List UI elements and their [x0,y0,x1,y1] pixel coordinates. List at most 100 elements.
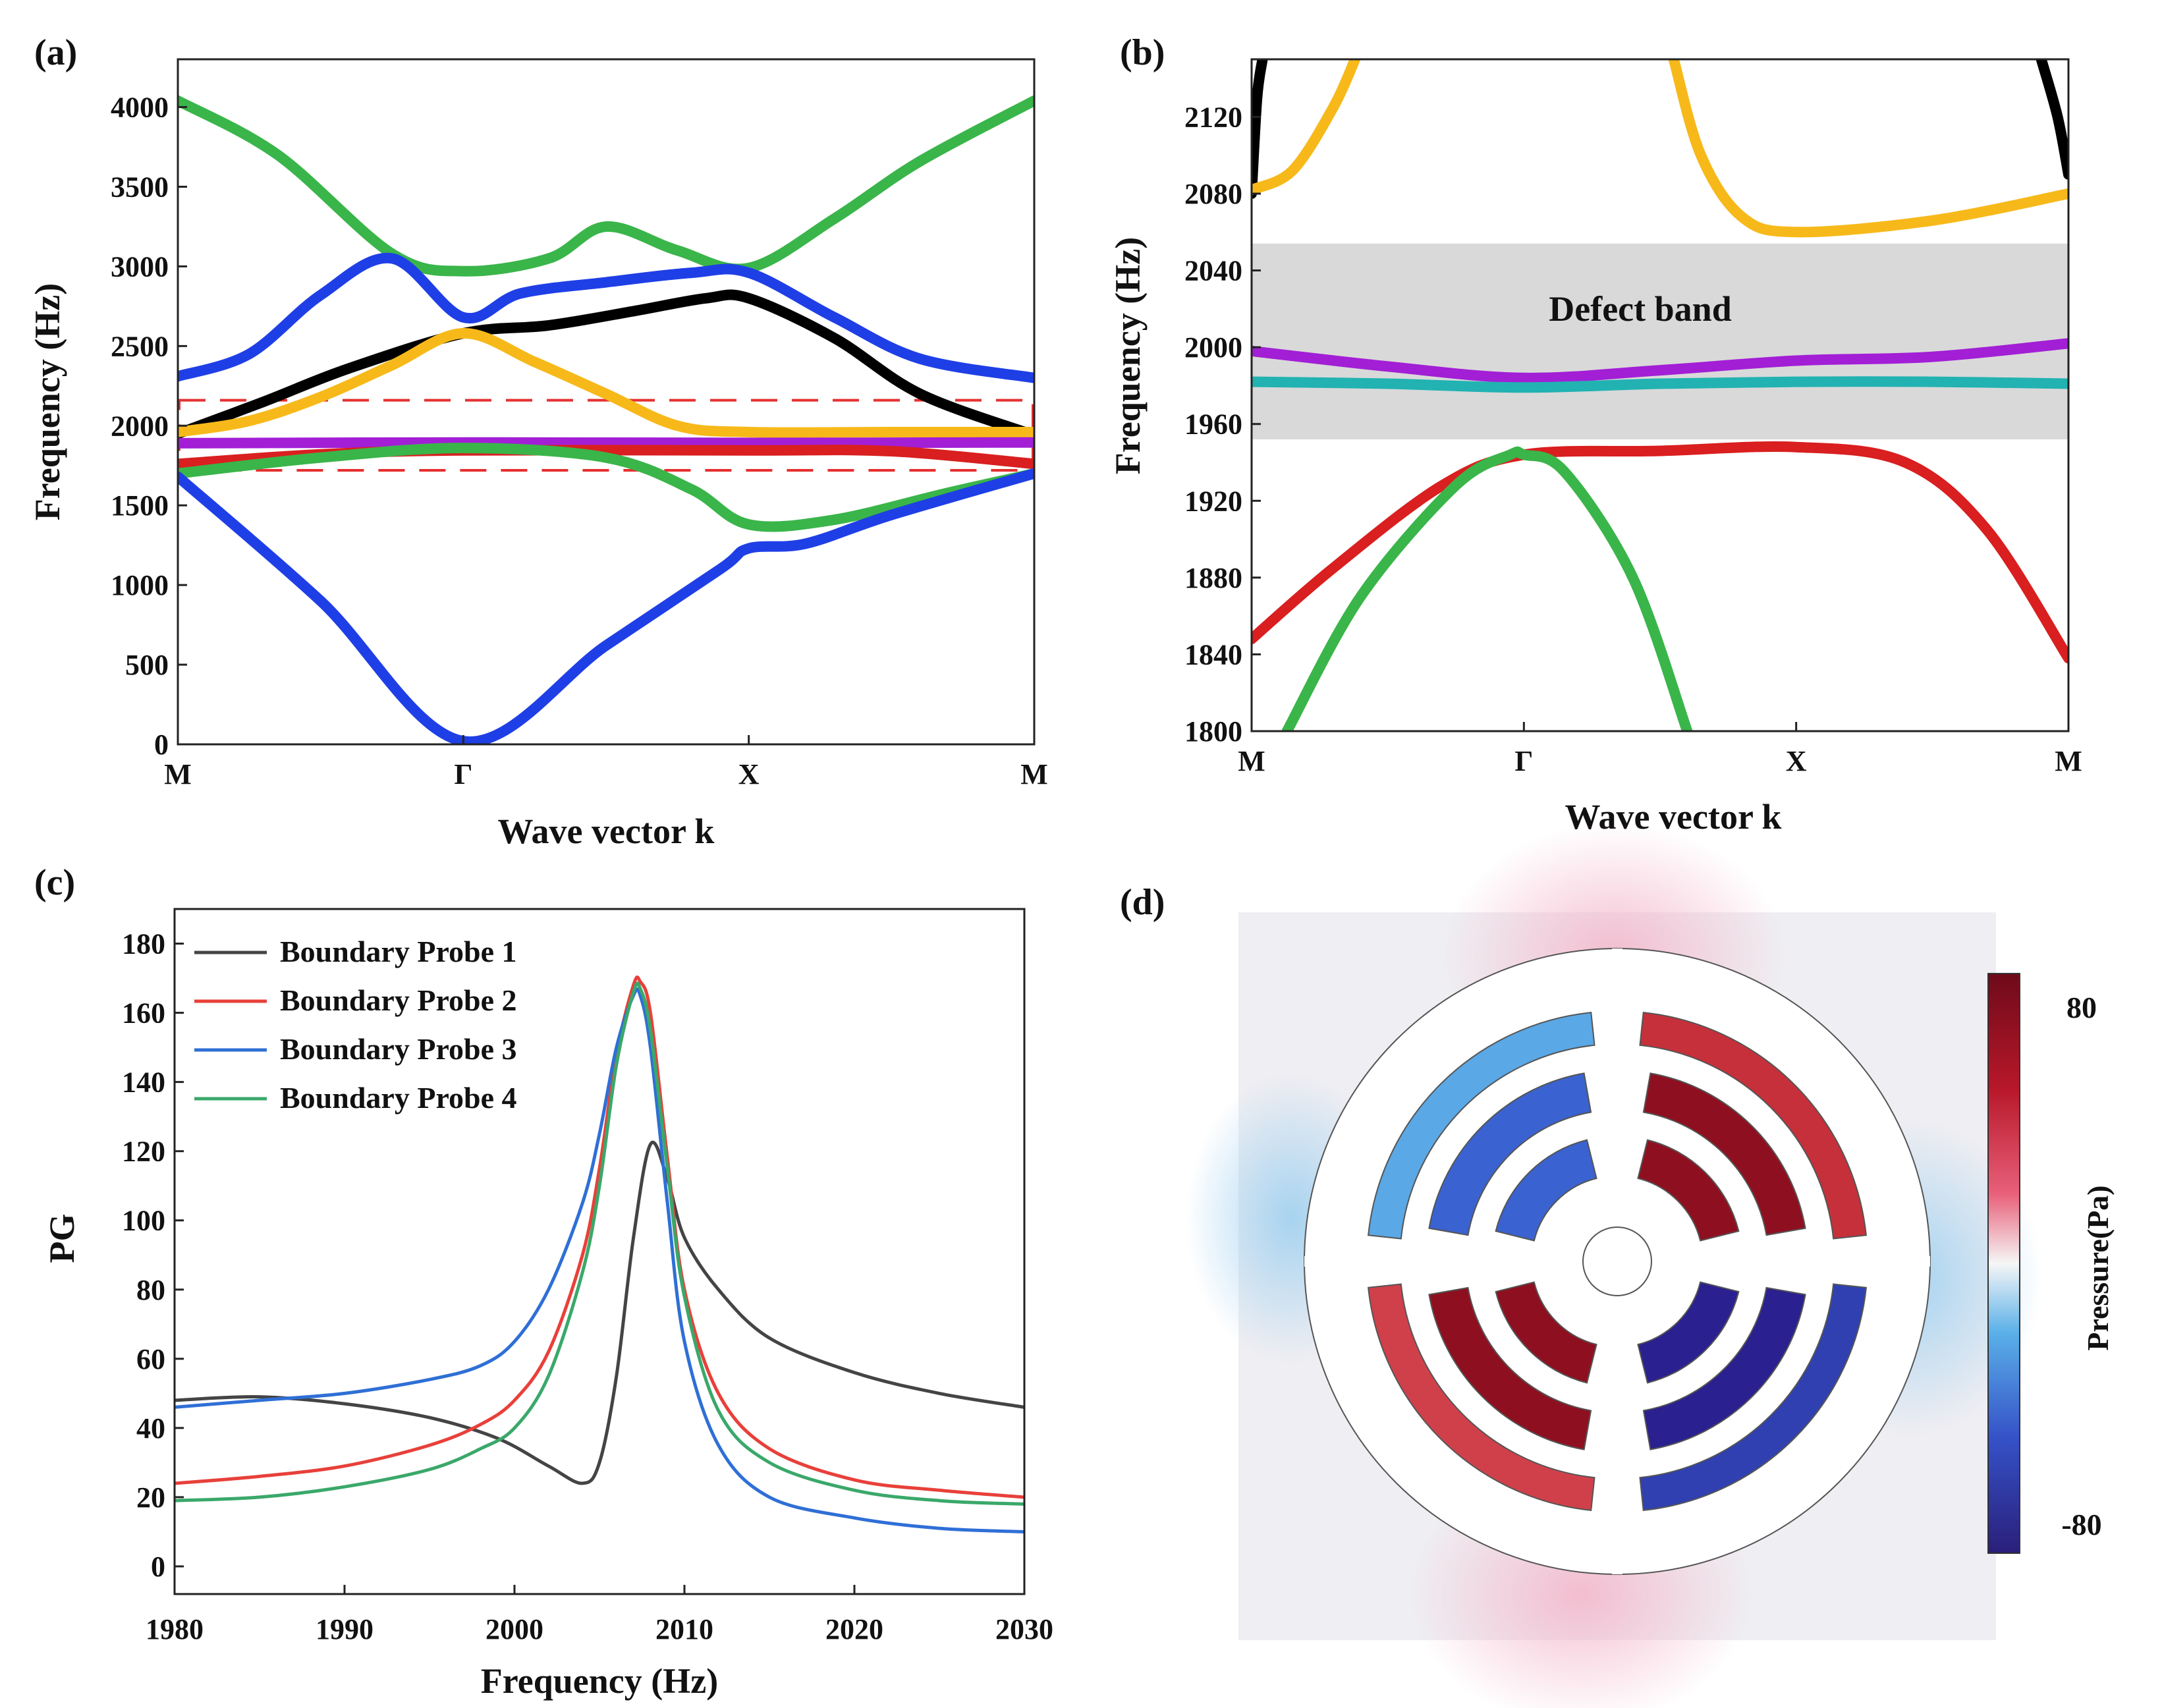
panel-c-ytick-label-2: 40 [136,1412,165,1445]
resonator-arc-outer-top-right [1639,1011,1868,1240]
panel-a-xtick-label-1: Γ [454,758,472,790]
panel-c-x-ticks: 1980 1990 2000 2010 2020 2030 [146,1585,1053,1645]
panel-a-y-ticks: 0 500 1000 1500 2000 2500 3000 3500 4000 [111,92,187,761]
panel-c-y-ticks: 0 20 40 60 80 100 120 140 160 180 [122,928,184,1583]
pressure-field [1186,823,2042,1708]
panel-c-ytick-label-3: 60 [136,1343,165,1375]
colorbar-min-label: -80 [2061,1508,2101,1541]
panel-c-legend-label-1: Boundary Probe 1 [280,935,517,968]
panel-b-ytick-label-1: 1840 [1184,638,1242,671]
panel-c-ytick-label-7: 140 [122,1066,165,1099]
panel-c-xtick-label-3: 2010 [655,1613,713,1645]
panel-d: (d) 80 -80 Pressure(Pa) [1120,823,2115,1708]
panel-c-ylabel: PG [42,1214,82,1263]
panel-c-series-3 [175,987,1024,1533]
panel-b-shaded-band [1252,243,2068,440]
panel-a-xtick-label-3: M [1020,758,1048,790]
panel-a: (a) 0 500 1000 1500 2000 2500 3000 3500 4000 M Γ X… [28,32,1048,851]
panel-c-frame [173,908,1026,1595]
panel-b-ytick-label-2: 1880 [1184,562,1242,594]
panel-b-label: (b) [1120,32,1165,73]
panel-b-xtick-label-3: M [2055,745,2082,777]
panel-c-legend: Boundary Probe 1 Boundary Probe 2 Boundary… [194,935,517,1115]
panel-c-label: (c) [34,862,75,903]
panel-b-ytick-label-3: 1920 [1184,485,1242,517]
panel-b-series-6 [1252,376,2068,393]
resonator-arc-outer-bottom-right [1639,1283,1868,1512]
panel-c-xtick-label-1: 1990 [316,1613,374,1645]
panel-a-series [178,95,1034,744]
panel-c-xtick-label-4: 2020 [825,1613,883,1645]
panel-a-frame [177,58,1036,746]
panel-b-series-8 [1281,446,1693,731]
panel-a-ytick-label-4: 2000 [111,410,169,442]
resonator-arc-inner-top-left [1495,1139,1597,1242]
panel-b-ytick-label-4: 1960 [1184,408,1242,441]
panel-c-ytick-label-0: 0 [151,1551,165,1583]
panel-b-ylabel: Frequency (Hz) [1108,237,1148,474]
panel-b-xtick-label-1: Γ [1514,745,1533,777]
panel-a-ytick-label-3: 1500 [111,489,169,522]
panel-c-series-1 [175,1140,1024,1485]
resonator-arc-middle-bottom-right [1642,1286,1806,1450]
panel-c-xtick-label-2: 2000 [485,1613,543,1645]
resonator-arc-outer-top-left [1367,1011,1595,1240]
panel-a-series-7 [178,443,1034,532]
panel-b-series-7 [1252,441,2068,664]
panel-c-ytick-label-8: 160 [122,997,165,1030]
resonator-arc-outer-bottom-left [1367,1283,1595,1512]
panel-a-series-4 [178,327,1034,438]
resonator-arc-inner-bottom-left [1495,1281,1597,1384]
panel-a-xlabel: Wave vector k [498,812,715,851]
panel-b-ytick-label-5: 2000 [1184,331,1242,364]
resonator-structure [1304,948,1931,1575]
panel-a-label: (a) [34,32,77,73]
panel-c-series-4 [175,981,1024,1506]
panel-a-ytick-label-7: 3500 [111,171,169,203]
panel-a-xtick-label-2: X [738,758,760,790]
panel-c-series [175,975,1024,1533]
panel-b-ytick-label-6: 2040 [1184,255,1242,287]
resonator-arc-middle-bottom-left [1428,1286,1592,1450]
panel-b-defect-band [1252,243,2068,440]
resonator-arc-middle-top-left [1428,1072,1592,1236]
panel-c-ytick-label-5: 100 [122,1205,165,1237]
panel-b-series-3 [1252,59,1361,196]
panel-a-ytick-label-5: 2500 [111,330,169,362]
panel-b-series-5 [1252,338,2068,383]
panel-a-series-1 [178,95,1034,277]
panel-b-ytick-label-0: 1800 [1184,715,1242,748]
panel-a-ytick-label-2: 1000 [111,569,169,601]
panel-a-ytick-label-8: 4000 [111,92,169,124]
colorbar-title: Pressure(Pa) [2081,1185,2115,1350]
panel-a-series-2 [178,252,1034,383]
panel-b-ytick-label-8: 2120 [1184,101,1242,133]
colorbar [1987,973,2020,1554]
panel-d-label: (d) [1120,882,1165,923]
panel-a-series-3 [178,289,1034,441]
panel-b-series-2 [2036,59,2068,180]
panel-a-ytick-label-1: 500 [125,649,169,681]
colorbar-max-label: 80 [2066,991,2097,1024]
panel-a-ytick-label-6: 3000 [111,250,169,283]
panel-c-ytick-label-1: 20 [136,1481,165,1514]
resonator-arc-inner-bottom-right [1637,1281,1740,1384]
panel-a-xtick-label-0: M [164,758,192,790]
panel-c: (c) 0 20 40 60 80 100 120 140 160 180 1980 1990 200… [34,862,1053,1701]
panel-a-ylabel: Frequency (Hz) [28,283,67,520]
panel-b-annotation: Defect band [1549,289,1731,329]
panel-b-xtick-label-0: M [1238,745,1265,777]
panel-a-ytick-label-0: 0 [154,729,169,761]
panel-b-xtick-label-2: X [1786,745,1807,777]
panel-c-ytick-label-4: 80 [136,1274,165,1306]
panel-c-legend-label-4: Boundary Probe 4 [280,1081,517,1115]
panel-b-y-ticks: 1800 1840 1880 1920 1960 2000 2040 2080 2120 [1184,101,1261,748]
panel-b-series-1 [1252,59,1268,199]
panel-b-series [1252,59,2068,731]
resonator-arc-inner-top-right [1637,1139,1740,1242]
resonator-arc-middle-top-right [1642,1072,1806,1236]
panel-c-xlabel: Frequency (Hz) [481,1661,718,1701]
